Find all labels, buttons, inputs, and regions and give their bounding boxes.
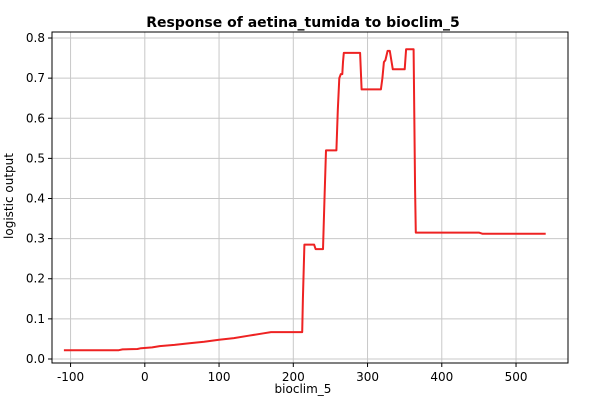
- x-tick-label: 200: [282, 370, 305, 384]
- series-group: [63, 48, 546, 352]
- chart-title: Response of aetina_tumida to bioclim_5: [146, 15, 460, 31]
- x-tick-label: 300: [356, 370, 379, 384]
- y-tick-label: 0.0: [26, 352, 45, 366]
- y-axis-label: logistic output: [2, 153, 16, 239]
- x-tick-label: -100: [57, 370, 84, 384]
- grid-lines: [52, 32, 568, 363]
- y-tick-label: 0.5: [26, 151, 45, 165]
- y-tick-label: 0.2: [26, 272, 45, 286]
- x-tick-label: 400: [430, 370, 453, 384]
- y-tick-label: 0.1: [26, 312, 45, 326]
- y-tick-label: 0.6: [26, 111, 45, 125]
- y-tick-labels: 0.0 0.1 0.2 0.3 0.4 0.5 0.6 0.7 0.8: [26, 31, 45, 366]
- x-tick-label: 100: [208, 370, 231, 384]
- response-line: [63, 48, 546, 352]
- x-tick-label: 0: [141, 370, 149, 384]
- y-tick-label: 0.3: [26, 232, 45, 246]
- plot-frame: [51, 31, 569, 364]
- y-tick-label: 0.4: [26, 192, 45, 206]
- x-tick-labels: -100 0 100 200 300 400 500: [57, 370, 528, 384]
- x-axis-label: bioclim_5: [275, 382, 332, 396]
- y-tick-label: 0.8: [26, 31, 45, 45]
- x-tick-label: 500: [505, 370, 528, 384]
- y-tick-label: 0.7: [26, 71, 45, 85]
- axis-ticks: [48, 37, 517, 367]
